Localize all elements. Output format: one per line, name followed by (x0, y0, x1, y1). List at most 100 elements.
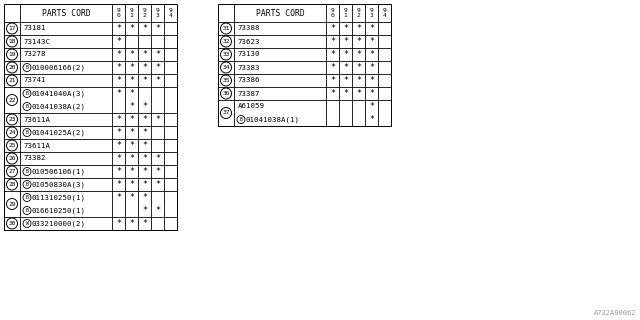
Text: 25: 25 (8, 143, 16, 148)
Text: 37: 37 (222, 110, 230, 116)
Text: *: * (155, 50, 160, 59)
Text: *: * (129, 24, 134, 33)
Text: 9
0: 9 0 (116, 8, 120, 18)
Text: B: B (26, 65, 28, 70)
Text: *: * (142, 180, 147, 189)
Text: 30: 30 (8, 221, 16, 226)
Text: 9
4: 9 4 (383, 8, 387, 18)
Text: *: * (343, 76, 348, 85)
Text: 9
1: 9 1 (344, 8, 348, 18)
Text: B: B (26, 104, 28, 109)
Text: 34: 34 (222, 65, 230, 70)
Text: 01050830A(3): 01050830A(3) (32, 181, 86, 188)
Text: 73383: 73383 (238, 65, 260, 70)
Text: 73623: 73623 (238, 38, 260, 44)
Text: A732A00062: A732A00062 (593, 310, 636, 316)
Text: B: B (26, 182, 28, 187)
Text: *: * (330, 50, 335, 59)
Text: 010506106(1): 010506106(1) (32, 168, 86, 175)
Text: *: * (116, 24, 121, 33)
Bar (4, 4, 177, 230)
Text: *: * (116, 76, 121, 85)
Text: *: * (369, 89, 374, 98)
Text: *: * (142, 102, 147, 111)
Text: 21: 21 (8, 78, 16, 83)
Text: *: * (330, 89, 335, 98)
Text: 9
3: 9 3 (156, 8, 159, 18)
Text: 73130: 73130 (238, 52, 260, 58)
Text: *: * (129, 128, 134, 137)
Text: *: * (369, 76, 374, 85)
Text: 01041038A(1): 01041038A(1) (246, 116, 300, 123)
Text: 73143C: 73143C (24, 38, 51, 44)
Text: B: B (26, 169, 28, 174)
Text: *: * (155, 24, 160, 33)
Text: 29: 29 (8, 202, 16, 206)
Text: B: B (26, 208, 28, 213)
Text: 31: 31 (222, 26, 230, 31)
Text: 73181: 73181 (24, 26, 47, 31)
Text: *: * (155, 154, 160, 163)
Bar (218, 4, 391, 126)
Text: *: * (369, 24, 374, 33)
Text: 73741: 73741 (24, 77, 47, 84)
Text: *: * (356, 89, 361, 98)
Text: *: * (116, 154, 121, 163)
Text: *: * (330, 24, 335, 33)
Text: *: * (142, 128, 147, 137)
Text: 9
4: 9 4 (168, 8, 172, 18)
Text: *: * (155, 115, 160, 124)
Text: *: * (129, 63, 134, 72)
Text: 27: 27 (8, 169, 16, 174)
Text: *: * (330, 76, 335, 85)
Text: 33: 33 (222, 52, 230, 57)
Text: *: * (129, 50, 134, 59)
Text: *: * (343, 89, 348, 98)
Text: 23: 23 (8, 117, 16, 122)
Text: 73278: 73278 (24, 52, 47, 58)
Text: 73386: 73386 (238, 77, 260, 84)
Text: *: * (343, 50, 348, 59)
Text: *: * (142, 24, 147, 33)
Text: B: B (239, 117, 243, 122)
Text: *: * (129, 141, 134, 150)
Text: 010006166(2): 010006166(2) (32, 64, 86, 71)
Text: *: * (330, 37, 335, 46)
Text: *: * (142, 193, 147, 202)
Text: *: * (142, 50, 147, 59)
Text: *: * (369, 102, 374, 111)
Text: *: * (116, 193, 121, 202)
Text: B: B (26, 91, 28, 96)
Text: *: * (116, 180, 121, 189)
Text: 26: 26 (8, 156, 16, 161)
Text: 9
2: 9 2 (143, 8, 147, 18)
Text: 73382: 73382 (24, 156, 47, 162)
Text: *: * (369, 63, 374, 72)
Text: *: * (142, 219, 147, 228)
Text: *: * (116, 128, 121, 137)
Text: *: * (116, 63, 121, 72)
Text: 9
0: 9 0 (331, 8, 334, 18)
Text: A61059: A61059 (238, 103, 265, 109)
Text: 35: 35 (222, 78, 230, 83)
Text: *: * (129, 219, 134, 228)
Text: *: * (116, 89, 121, 98)
Text: *: * (142, 76, 147, 85)
Text: *: * (356, 37, 361, 46)
Text: *: * (343, 37, 348, 46)
Text: 19: 19 (8, 52, 16, 57)
Text: *: * (356, 76, 361, 85)
Text: *: * (142, 115, 147, 124)
Text: *: * (129, 89, 134, 98)
Text: 9
2: 9 2 (356, 8, 360, 18)
Text: *: * (330, 63, 335, 72)
Text: 011310250(1): 011310250(1) (32, 194, 86, 201)
Text: *: * (369, 50, 374, 59)
Text: *: * (116, 167, 121, 176)
Text: *: * (129, 167, 134, 176)
Text: *: * (116, 219, 121, 228)
Text: *: * (129, 76, 134, 85)
Text: *: * (116, 37, 121, 46)
Text: 32: 32 (222, 39, 230, 44)
Text: *: * (142, 63, 147, 72)
